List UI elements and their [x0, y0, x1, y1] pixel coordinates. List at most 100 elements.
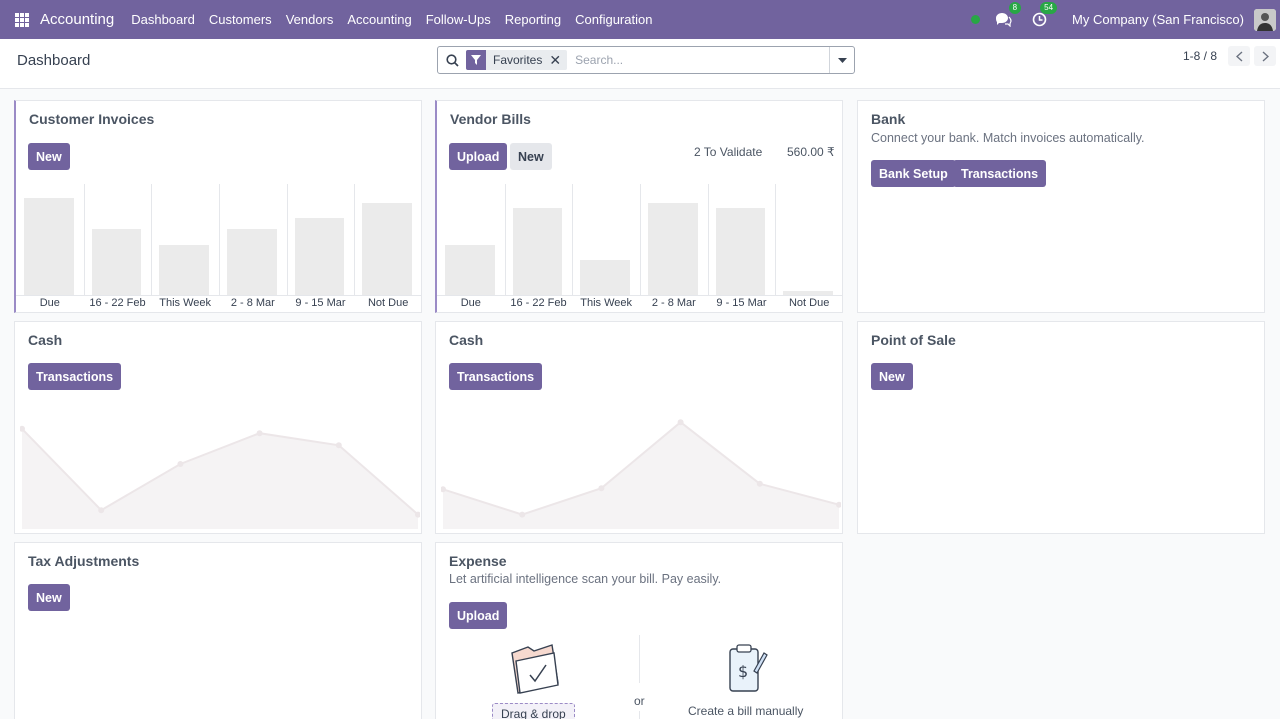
search-box[interactable]: Favorites ✕: [437, 46, 855, 74]
customer-invoices-chart[interactable]: Due 16 - 22 Feb This Week 2 - 8 Mar 9 - 15 M…: [16, 184, 421, 312]
bar-separator: [572, 184, 574, 296]
bar-2[interactable]: [159, 245, 209, 296]
bar-separator: [151, 184, 153, 296]
user-avatar[interactable]: [1254, 8, 1276, 31]
app-name[interactable]: Accounting: [40, 11, 115, 28]
menu-customers[interactable]: Customers: [208, 12, 272, 27]
messaging-button[interactable]: 8: [994, 1, 1022, 29]
pager-next-button[interactable]: [1254, 46, 1276, 66]
bank-setup-button[interactable]: Bank Setup: [871, 160, 956, 187]
divider-bottom: [639, 711, 640, 719]
create-bill-manually-link[interactable]: Create a bill manually: [688, 704, 804, 718]
point-4: [756, 480, 763, 487]
search-options-toggle[interactable]: [829, 47, 854, 73]
pager-previous-button[interactable]: [1228, 46, 1250, 66]
activities-badge: 54: [1040, 1, 1058, 14]
folder-check-icon: [511, 644, 559, 694]
card-title[interactable]: Expense: [449, 553, 507, 569]
point-1: [519, 511, 526, 518]
search-icon[interactable]: [438, 53, 466, 67]
bar-baseline: [437, 295, 842, 296]
upload-bill-button[interactable]: Upload: [449, 143, 508, 170]
bar-separator: [219, 184, 220, 296]
cash-transactions-button[interactable]: Transactions: [28, 363, 122, 390]
top-navbar: Accounting Dashboard Customers Vendors A…: [0, 0, 1280, 39]
bar-0[interactable]: [24, 198, 74, 296]
facet-label: Favorites: [493, 53, 543, 67]
clock-icon: [1032, 12, 1046, 27]
menu-follow-ups[interactable]: Follow-Ups: [425, 12, 491, 27]
bar-5[interactable]: [362, 203, 412, 296]
cash-line-chart[interactable]: [20, 407, 420, 529]
bar-label-0: Due: [460, 297, 481, 309]
series-line: [442, 420, 840, 516]
card-title[interactable]: Customer Invoices: [29, 111, 155, 127]
app-grid-icon[interactable]: [15, 12, 29, 27]
caret-down-icon: [837, 57, 847, 63]
bank-transactions-button[interactable]: Transactions: [953, 160, 1047, 187]
menu-reporting[interactable]: Reporting: [504, 12, 562, 27]
point-of-sale-card: Point of Sale New: [857, 321, 1265, 534]
bar-4[interactable]: [715, 208, 766, 296]
expense-card: Expense Let artificial intelligence scan…: [435, 542, 843, 719]
company-switcher[interactable]: My Company (San Francisco): [1072, 12, 1244, 27]
area-fill: [22, 428, 418, 529]
bar-0[interactable]: [445, 245, 495, 296]
card-title[interactable]: Bank: [871, 111, 906, 127]
point-2: [177, 461, 184, 467]
messages-badge: 8: [1008, 1, 1022, 14]
card-title[interactable]: Vendor Bills: [450, 111, 531, 127]
to-validate-link[interactable]: 2 To Validate: [694, 145, 763, 159]
bar-3[interactable]: [227, 228, 277, 296]
card-title[interactable]: Cash: [449, 332, 484, 348]
area-fill: [443, 422, 839, 529]
divider-top: [639, 635, 640, 683]
bar-label-5: Not Due: [788, 297, 830, 309]
card-title[interactable]: Tax Adjustments: [28, 553, 140, 569]
drag-drop-zone[interactable]: Drag & drop: [492, 703, 575, 719]
bank-card: Bank Connect your bank. Match invoices a…: [857, 100, 1265, 313]
menu-configuration[interactable]: Configuration: [575, 12, 653, 27]
pos-new-button[interactable]: New: [871, 363, 913, 390]
bar-2[interactable]: [580, 260, 630, 296]
new-bill-button[interactable]: New: [510, 143, 552, 170]
bar-5[interactable]: [783, 290, 833, 296]
chevron-left-icon: [1235, 50, 1242, 62]
vendor-bills-chart[interactable]: Due 16 - 22 Feb This Week 2 - 8 Mar 9 - 15 M…: [437, 184, 842, 312]
bar-1[interactable]: [512, 208, 563, 296]
menu-accounting[interactable]: Accounting: [347, 12, 412, 27]
bar-4[interactable]: [294, 218, 345, 296]
cash-line-chart-2[interactable]: [441, 407, 841, 529]
bar-label-1: 16 - 22 Feb: [510, 297, 567, 309]
chat-icon: [995, 13, 1012, 27]
online-status-icon: [971, 15, 981, 24]
tax-new-button[interactable]: New: [28, 584, 70, 611]
facet-remove-icon[interactable]: ✕: [549, 51, 562, 68]
new-invoice-button[interactable]: New: [28, 143, 70, 170]
bar-label-3: 2 - 8 Mar: [230, 297, 275, 309]
bar-3[interactable]: [648, 203, 698, 296]
bar-label-0: Due: [39, 297, 60, 309]
chevron-right-icon: [1262, 50, 1269, 62]
bar-label-3: 2 - 8 Mar: [651, 297, 696, 309]
control-panel: Dashboard Favorites ✕ 1-8 / 8: [0, 39, 1280, 89]
point-3: [256, 430, 263, 437]
menu-vendors[interactable]: Vendors: [285, 12, 334, 27]
cash-transactions-button-2[interactable]: Transactions: [449, 363, 543, 390]
menu-dashboard[interactable]: Dashboard: [131, 12, 195, 27]
pager-value[interactable]: 1-8 / 8: [1183, 49, 1218, 63]
expense-upload-button[interactable]: Upload: [449, 602, 508, 629]
activities-button[interactable]: 54: [1030, 1, 1058, 29]
customer-invoices-card: Customer Invoices New Due 16 - 22 Feb This…: [14, 100, 422, 313]
search-input[interactable]: [575, 53, 826, 67]
point-3: [677, 419, 684, 426]
bar-label-4: 9 - 15 Mar: [716, 297, 767, 309]
clipboard-bill-icon: $: [729, 644, 768, 692]
card-title[interactable]: Cash: [28, 332, 63, 348]
bar-separator: [707, 184, 709, 296]
point-5: [836, 501, 841, 508]
bar-1[interactable]: [91, 228, 142, 296]
favorites-facet[interactable]: Favorites ✕: [466, 50, 568, 70]
to-validate-amount: 560.00 ₹: [787, 145, 835, 159]
card-title[interactable]: Point of Sale: [871, 332, 956, 348]
